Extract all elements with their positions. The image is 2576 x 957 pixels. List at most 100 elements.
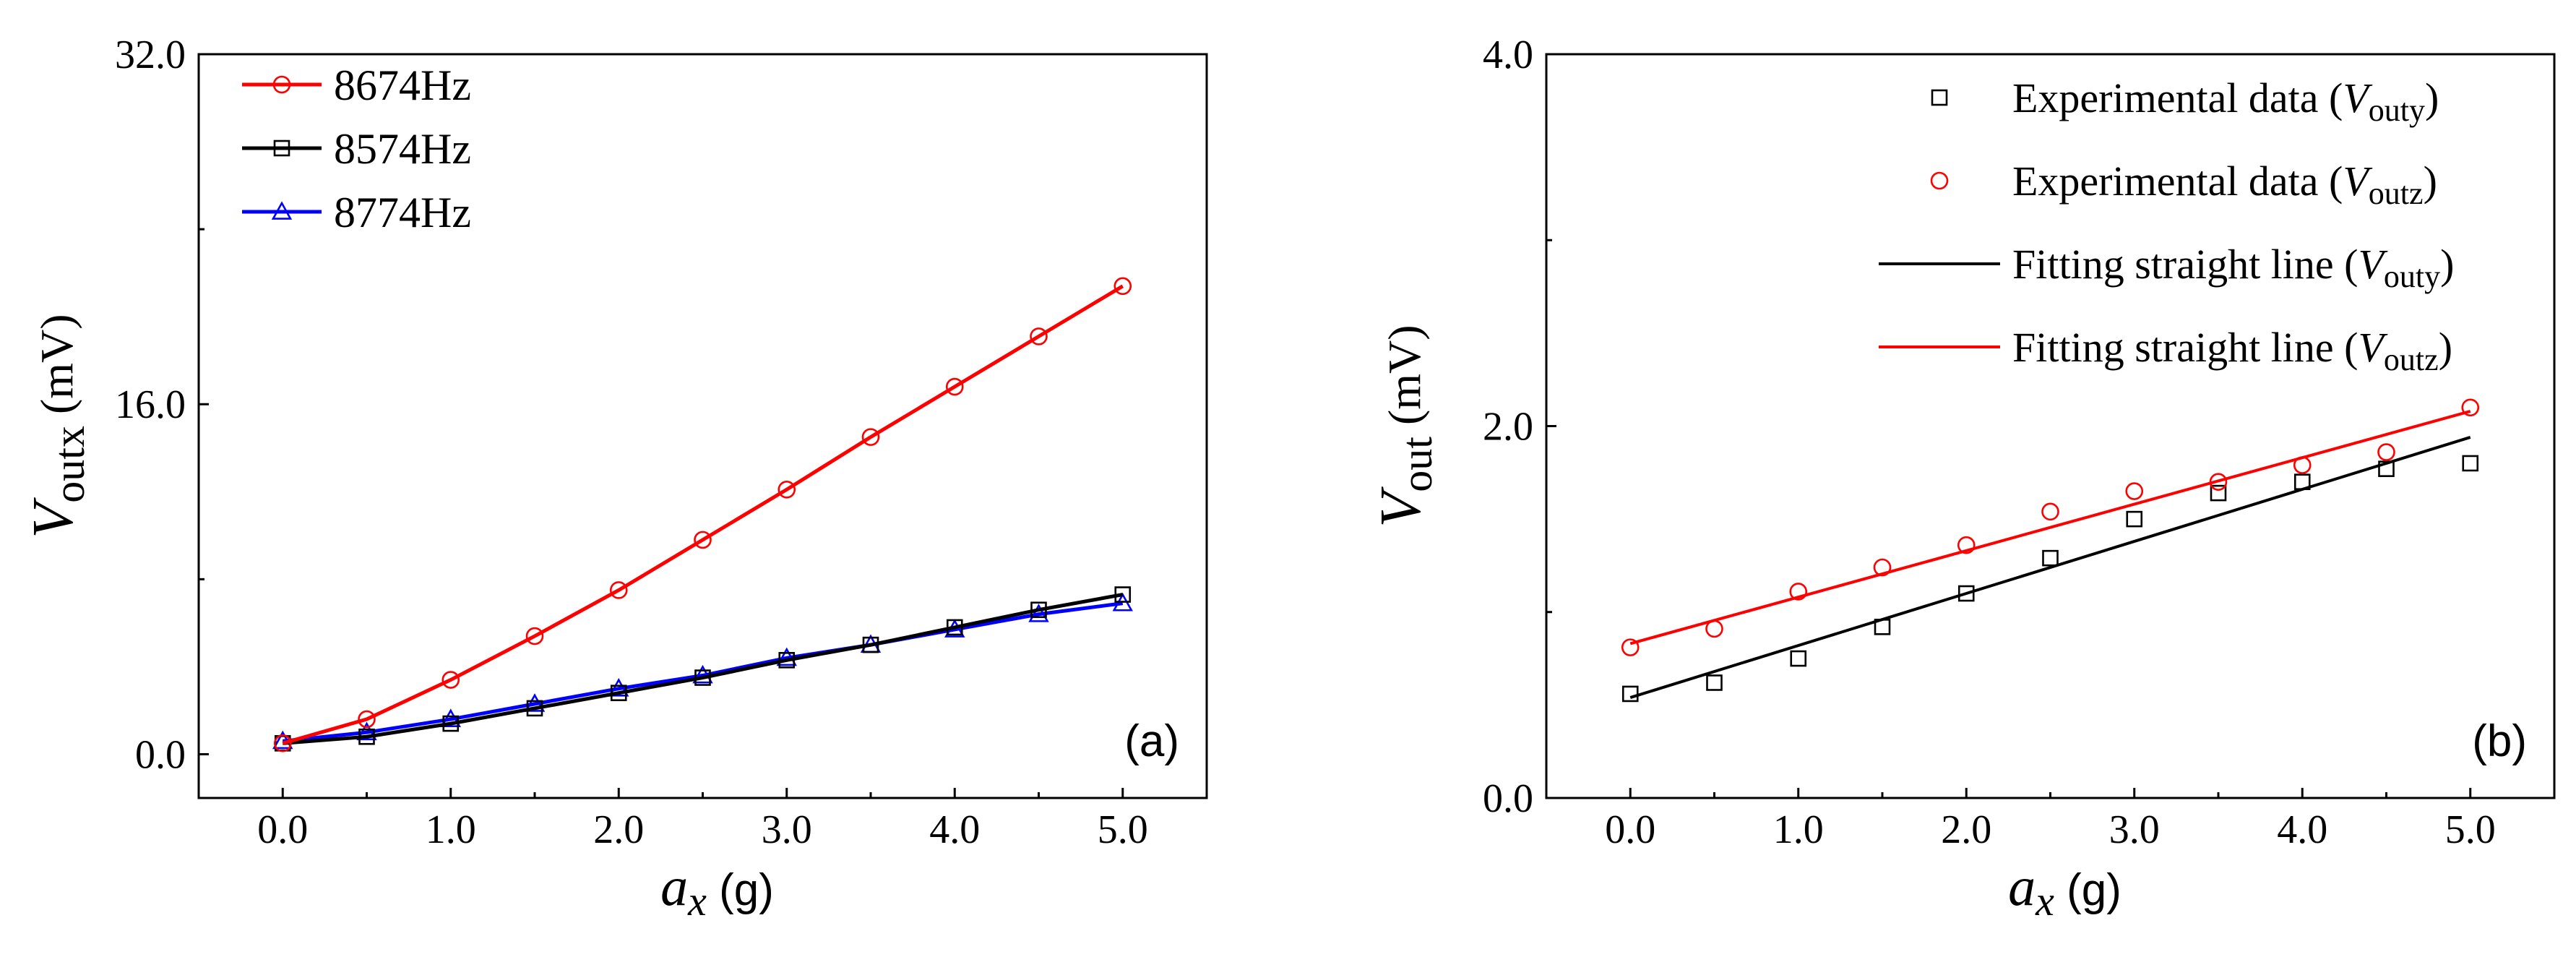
y-axis-symbol: V	[1369, 486, 1433, 528]
legend-subscript: outz	[2384, 342, 2439, 377]
legend-close: )	[2424, 158, 2437, 205]
data-point-8674Hz	[1030, 327, 1048, 346]
data-point-Experimental data (Vouty)	[1790, 650, 1807, 667]
x-tick-label: 5.0	[2445, 807, 2496, 852]
panel-a-chart: 0.0 1.0 2.0 3.0 4.0 5.0 0.0 16.0 32.0 ax (g) Voutx…	[22, 33, 1208, 924]
data-point-8674Hz	[273, 734, 292, 752]
legend-close: )	[2440, 241, 2454, 288]
x-tick-label: 2.0	[1941, 807, 1991, 852]
y-axis-symbol: V	[22, 497, 85, 538]
data-point-8674Hz	[525, 627, 544, 645]
data-point-8674Hz	[358, 710, 376, 729]
panel-label: (b)	[2472, 716, 2527, 766]
fit-line-Fitting straight line (Vouty)	[1629, 436, 2471, 699]
data-point-8774Hz	[440, 708, 461, 727]
x-tick-label: 0.0	[257, 807, 308, 852]
legend: Experimental data (Vouty)Experimental da…	[1879, 74, 2454, 377]
legend-marker	[1930, 171, 1949, 190]
legend-label-8774Hz: 8774Hz	[334, 189, 471, 236]
series-line-8774Hz	[282, 601, 1124, 743]
x-tick-label: 1.0	[1773, 807, 1824, 852]
data-point-8574Hz	[1030, 601, 1047, 619]
x-tick-label: 1.0	[426, 807, 476, 852]
data-point-8674Hz	[609, 581, 628, 599]
legend-subscript: outz	[2369, 176, 2424, 211]
data-point-Experimental data (Voutz)	[1957, 536, 1976, 554]
x-axis-unit: (g)	[2054, 865, 2121, 915]
data-point-8574Hz	[526, 700, 543, 717]
legend-marker-8574Hz	[273, 140, 290, 157]
legend-subscript: outy	[2369, 93, 2425, 128]
legend-text: Fitting straight line (	[2012, 241, 2358, 288]
y-tick-label: 16.0	[115, 382, 186, 427]
legend-symbol: V	[2343, 158, 2373, 205]
x-tick-label: 3.0	[762, 807, 812, 852]
data-point-8574Hz	[946, 619, 963, 636]
series-8674Hz	[273, 277, 1132, 752]
x-tick-label: 0.0	[1605, 807, 1655, 852]
data-point-8674Hz	[861, 428, 880, 446]
data-point-Experimental data (Vouty)	[1621, 685, 1639, 703]
x-axis-unit: (g)	[707, 865, 774, 915]
legend-subscript: outy	[2384, 259, 2440, 294]
data-point-8674Hz	[945, 377, 964, 396]
y-tick-label: 32.0	[115, 33, 186, 77]
data-point-8774Hz	[608, 677, 629, 697]
data-point-Experimental data (Vouty)	[1706, 674, 1723, 691]
x-axis-subscript: x	[687, 877, 707, 924]
data-point-Experimental data (Voutz)	[2461, 398, 2480, 417]
data-point-8774Hz	[356, 721, 377, 741]
legend-label: Experimental data (Voutz)	[2012, 158, 2437, 211]
x-axis-subscript: x	[2035, 877, 2054, 924]
data-point-Experimental data (Voutz)	[2041, 502, 2059, 521]
data-point-8674Hz	[441, 671, 460, 689]
panel-b-chart: 0.0 1.0 2.0 3.0 4.0 5.0 0.0 2.0 4.0 ax (g) Vout (m…	[1369, 33, 2556, 924]
x-axis-symbol: a	[2008, 857, 2036, 917]
legend-text: Experimental data (	[2012, 74, 2343, 121]
data-point-8574Hz	[862, 636, 879, 653]
series-Fitting straight line (Voutz)	[1629, 409, 2471, 645]
data-point-8674Hz	[777, 480, 796, 499]
x-axis-label: ax (g)	[660, 857, 774, 924]
x-axis-symbol: a	[660, 857, 688, 917]
y-axis-label: Voutx (mV)	[22, 314, 93, 538]
series-line-8674Hz	[282, 284, 1124, 745]
data-point-Experimental data (Voutz)	[1621, 638, 1640, 656]
data-point-8574Hz	[694, 669, 711, 686]
legend-close: )	[2425, 74, 2439, 121]
data-point-8574Hz	[610, 685, 627, 702]
x-tick-label: 2.0	[593, 807, 644, 852]
data-point-8574Hz	[358, 728, 375, 745]
data-point-Experimental data (Vouty)	[2126, 510, 2143, 528]
legend-text: Experimental data (	[2012, 158, 2343, 205]
series-line-8574Hz	[283, 593, 1124, 745]
data-point-8574Hz	[778, 652, 796, 669]
data-point-Experimental data (Vouty)	[1957, 585, 1975, 602]
data-point-8774Hz	[524, 693, 546, 712]
legend-symbol: V	[2358, 324, 2388, 371]
data-point-Experimental data (Vouty)	[2210, 484, 2227, 502]
data-point-Experimental data (Voutz)	[2125, 482, 2144, 500]
panel-label: (a)	[1124, 716, 1179, 766]
x-tick-label: 4.0	[2277, 807, 2327, 852]
y-axis-label: Vout (mV)	[1369, 325, 1441, 527]
x-tick-label: 4.0	[929, 807, 980, 852]
legend-label: Fitting straight line (Vouty)	[2012, 241, 2454, 294]
data-point-Experimental data (Vouty)	[2462, 455, 2479, 472]
y-axis-subscript: outx	[46, 426, 93, 503]
x-tick-label: 5.0	[1098, 807, 1148, 852]
y-tick-label: 0.0	[135, 732, 186, 777]
y-axis-subscript: out	[1393, 437, 1441, 492]
legend: 8674Hz 8574Hz 8774Hz	[242, 61, 471, 236]
data-point-Experimental data (Voutz)	[2377, 443, 2395, 461]
data-point-8574Hz	[1114, 586, 1132, 603]
x-tick-label: 3.0	[2109, 807, 2160, 852]
legend-label-8574Hz: 8574Hz	[334, 125, 471, 173]
y-tick-label: 4.0	[1483, 33, 1533, 77]
y-tick-label: 0.0	[1483, 776, 1533, 821]
data-point-Experimental data (Voutz)	[1789, 583, 1808, 601]
legend-marker-8674Hz	[272, 75, 291, 94]
legend-close: )	[2439, 324, 2452, 371]
fit-line-Fitting straight line (Voutz)	[1629, 409, 2471, 645]
